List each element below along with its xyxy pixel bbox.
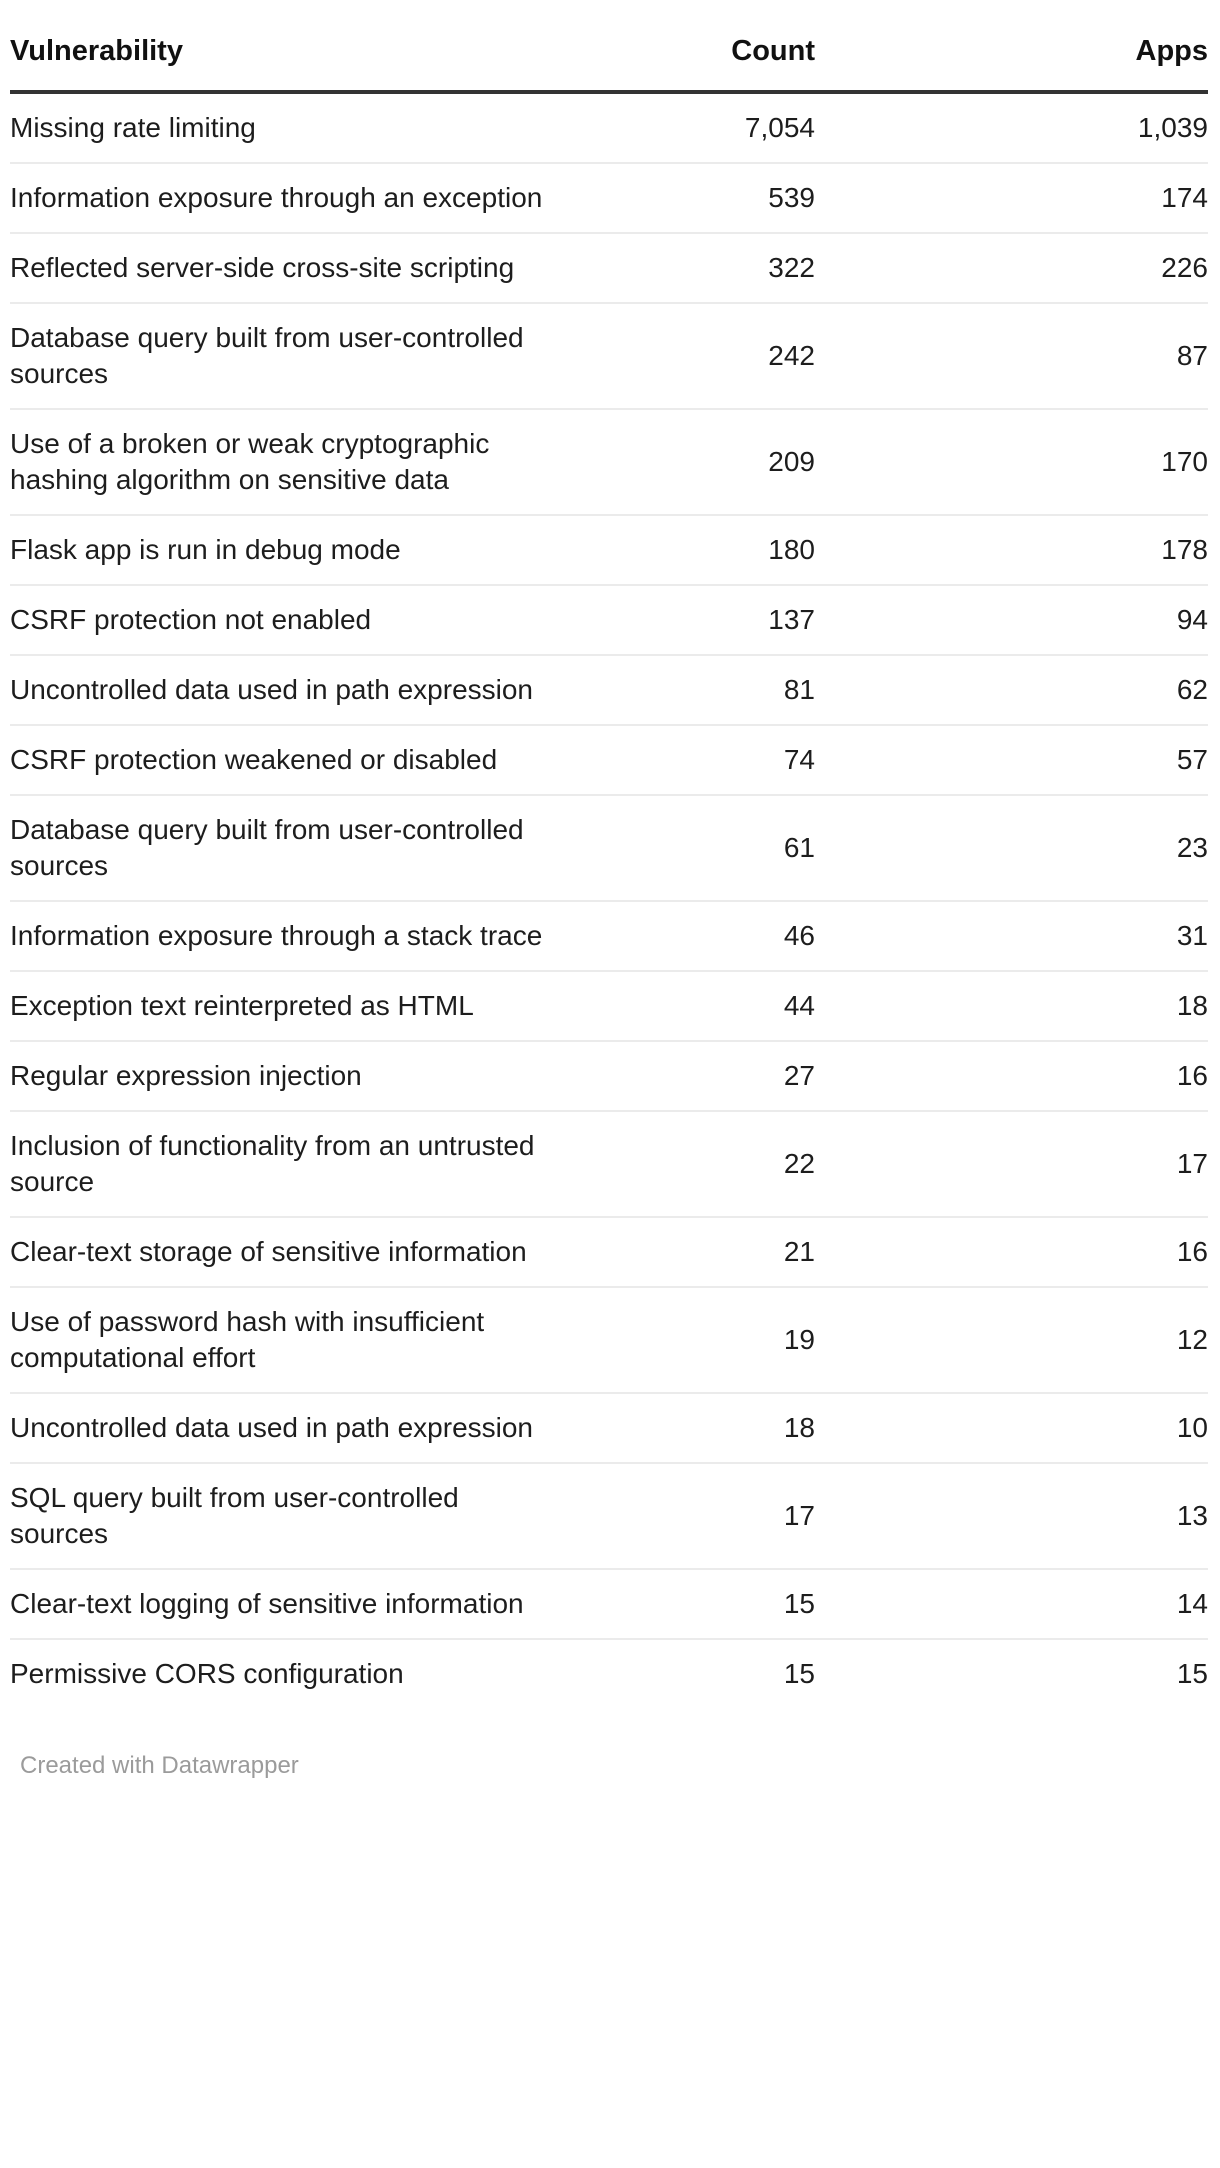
table-row: CSRF protection weakened or disabled 74 57 [10,725,1208,796]
apps-cell: 174 [815,163,1208,234]
apps-cell: 17 [815,1111,1208,1218]
table-row: Use of a broken or weak cryptographic ha… [10,409,1208,516]
vulnerability-cell: Clear-text logging of sensitive informat… [10,1569,550,1640]
header-row: Vulnerability Count Apps [10,0,1208,94]
count-cell: 15 [783,1658,815,1689]
vulnerability-cell: Use of a broken or weak cryptographic ha… [10,409,550,516]
table-row: Flask app is run in debug mode 180 178 [10,515,1208,586]
table-header: Vulnerability Count Apps [10,0,1208,94]
vulnerability-cell: CSRF protection not enabled [10,585,550,656]
count-cell: 74 [550,725,815,796]
table-row: Database query built from user-controlle… [10,303,1208,410]
apps-cell: 170 [815,409,1208,516]
apps-cell: 87 [815,303,1208,410]
vulnerability-cell: SQL query built from user-controlled sou… [10,1463,550,1570]
table-row: Missing rate limiting 7,054 1,039 [10,92,1208,164]
count-cell: 81 [550,655,815,726]
apps-cell: 31 [815,901,1208,972]
apps-cell: 178 [815,515,1208,586]
apps-cell: 57 [815,725,1208,796]
count-cell: 44 [550,971,815,1042]
vulnerability-cell: Information exposure through a stack tra… [10,901,550,972]
apps-cell: 12 [815,1287,1208,1394]
table-row: Uncontrolled data used in path expressio… [10,1393,1208,1464]
vulnerability-cell: Inclusion of functionality from an untru… [10,1111,550,1218]
apps-cell: 16 [815,1041,1208,1112]
vulnerability-cell: Regular expression injection [10,1041,550,1112]
table-body: Missing rate limiting 7,054 1,039 Informati… [10,92,1208,1708]
column-header-vulnerability: Vulnerability [10,0,550,94]
count-cell: 7,054 [550,92,815,164]
count-cell: 61 [550,795,815,902]
count-cell: 27 [550,1041,815,1112]
table-row: Clear-text storage of sensitive informat… [10,1217,1208,1288]
count-cell: 18 [550,1393,815,1464]
table-row: Information exposure through a stack tra… [10,901,1208,972]
vulnerability-cell: Permissive CORS configuration [10,1658,404,1689]
count-cell: 46 [550,901,815,972]
count-cell: 17 [550,1463,815,1570]
table-row: Clear-text logging of sensitive informat… [10,1569,1208,1640]
table-row: Exception text reinterpreted as HTML 44 18 [10,971,1208,1042]
vulnerability-cell: Database query built from user-controlle… [10,795,550,902]
vulnerability-table: Vulnerability Count Apps Missing rate li… [10,0,1208,1708]
vulnerability-cell: Exception text reinterpreted as HTML [10,971,550,1042]
count-cell: 15 [550,1569,815,1640]
table-row: Database query built from user-controlle… [10,795,1208,902]
vulnerability-cell: Use of password hash with insufficient c… [10,1287,550,1394]
apps-cell: 16 [815,1217,1208,1288]
vulnerability-table-chart: Vulnerability Count Apps Missing rate li… [10,0,1208,1779]
table-row: Regular expression injection 27 16 [10,1041,1208,1112]
vulnerability-cell: Uncontrolled data used in path expressio… [10,655,550,726]
count-cell: 22 [550,1111,815,1218]
column-header-count: Count [550,0,815,94]
count-cell: 322 [550,233,815,304]
table-row: Uncontrolled data used in path expressio… [10,655,1208,726]
apps-cell: 18 [815,971,1208,1042]
apps-cell: 226 [815,233,1208,304]
vulnerability-cell: Clear-text storage of sensitive informat… [10,1217,550,1288]
apps-cell: 1,039 [815,92,1208,164]
vulnerability-cell: Information exposure through an exceptio… [10,163,550,234]
vulnerability-cell: Reflected server-side cross-site scripti… [10,233,550,304]
apps-cell: 14 [815,1569,1208,1640]
table-row: SQL query built from user-controlled sou… [10,1463,1208,1570]
apps-cell: 13 [815,1463,1208,1570]
vulnerability-cell: Flask app is run in debug mode [10,515,550,586]
apps-cell: 62 [815,655,1208,726]
table-row: CSRF protection not enabled 137 94 [10,585,1208,656]
count-cell: 209 [550,409,815,516]
count-cell: 180 [550,515,815,586]
apps-cell: 94 [815,585,1208,656]
table-row: Inclusion of functionality from an untru… [10,1111,1208,1218]
vulnerability-cell: Database query built from user-controlle… [10,303,550,410]
count-cell: 242 [550,303,815,410]
table-row: Information exposure through an exceptio… [10,163,1208,234]
vulnerability-cell: Uncontrolled data used in path expressio… [10,1393,550,1464]
count-cell: 19 [550,1287,815,1394]
apps-cell: 23 [815,795,1208,902]
vulnerability-cell: Missing rate limiting [10,92,550,164]
datawrapper-credit: Created with Datawrapper [20,1752,299,1779]
table-row: Reflected server-side cross-site scripti… [10,233,1208,304]
table-row: Use of password hash with insufficient c… [10,1287,1208,1394]
apps-cell: 10 [815,1393,1208,1464]
table-row: Permissive CORS configuration 15 15 [10,1639,1208,1708]
count-cell: 137 [550,585,815,656]
column-header-apps: Apps [815,0,1208,94]
apps-cell: 15 [1176,1658,1208,1689]
count-cell: 539 [550,163,815,234]
count-cell: 21 [550,1217,815,1288]
vulnerability-cell: CSRF protection weakened or disabled [10,725,550,796]
